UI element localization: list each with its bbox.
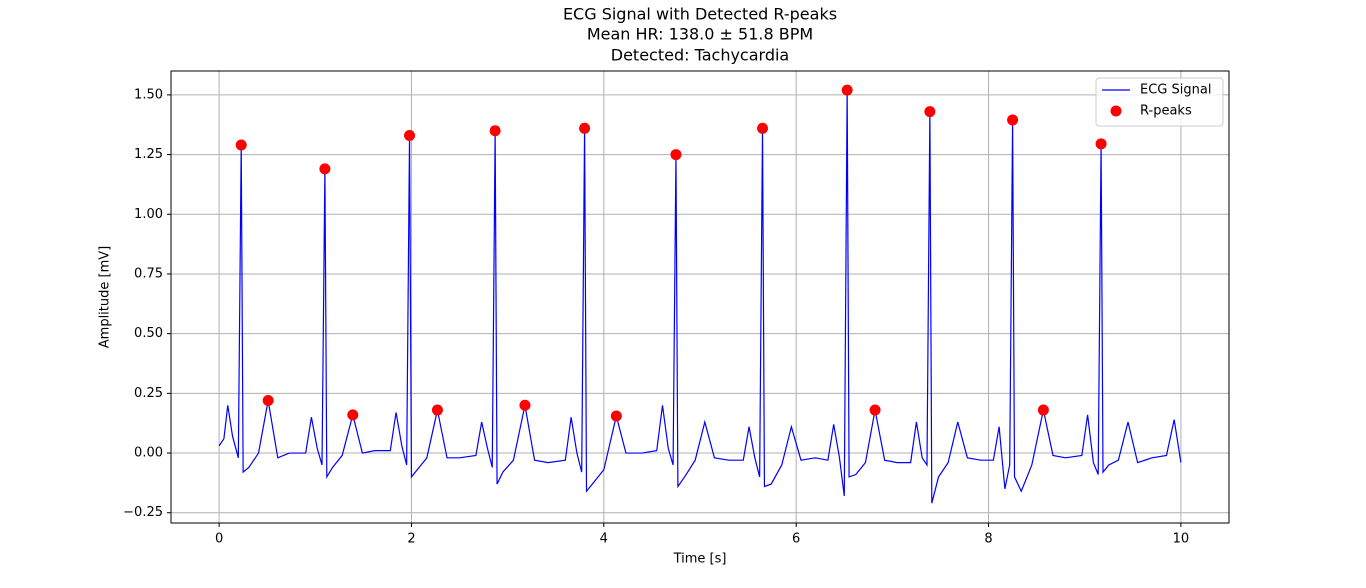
x-tick-label: 2 <box>407 532 415 547</box>
r-peak <box>670 149 682 161</box>
y-tick-label: 0.75 <box>134 266 163 281</box>
ecg-line <box>218 90 1182 504</box>
r-peak <box>404 129 416 141</box>
r-peak <box>347 409 359 421</box>
r-peak <box>579 122 591 134</box>
y-tick-label: 0.25 <box>134 386 163 401</box>
r-peak <box>262 395 274 407</box>
chart-subtitle: Mean HR: 138.0 ± 51.8 BPM <box>587 25 813 44</box>
r-peak <box>1095 138 1107 150</box>
r-peak <box>319 163 331 175</box>
plot-frame <box>170 70 1230 524</box>
x-tick-label: 6 <box>792 532 800 547</box>
x-axis-label: Time [s] <box>673 552 727 567</box>
y-tick-label: 1.00 <box>134 207 163 222</box>
r-peak <box>1037 404 1049 416</box>
r-peak <box>841 84 853 96</box>
x-tick-label: 8 <box>984 532 992 547</box>
r-peak <box>924 106 936 118</box>
y-tick-label: 0.00 <box>134 446 163 461</box>
y-tick-label: 0.50 <box>134 326 163 341</box>
r-peak <box>1007 114 1019 126</box>
x-tick-label: 10 <box>1173 532 1190 547</box>
r-peak <box>519 399 531 411</box>
y-tick-label: 1.25 <box>134 147 163 162</box>
x-tick-label: 0 <box>215 532 223 547</box>
y-axis-label: Amplitude [mV] <box>98 246 113 348</box>
y-tick-label: 1.50 <box>134 87 163 102</box>
legend-swatch <box>1110 105 1122 117</box>
legend-label: R-peaks <box>1140 104 1192 119</box>
y-tick-label: −0.25 <box>123 505 163 520</box>
chart-subtitle: Detected: Tachycardia <box>611 46 789 65</box>
r-peak <box>757 122 769 134</box>
r-peak <box>235 139 247 151</box>
r-peak <box>869 404 881 416</box>
chart-title: ECG Signal with Detected R-peaks <box>563 5 837 24</box>
r-peak <box>610 410 622 422</box>
r-peak <box>489 125 501 137</box>
x-tick-label: 4 <box>600 532 608 547</box>
legend-label: ECG Signal <box>1140 83 1211 98</box>
r-peak <box>431 404 443 416</box>
